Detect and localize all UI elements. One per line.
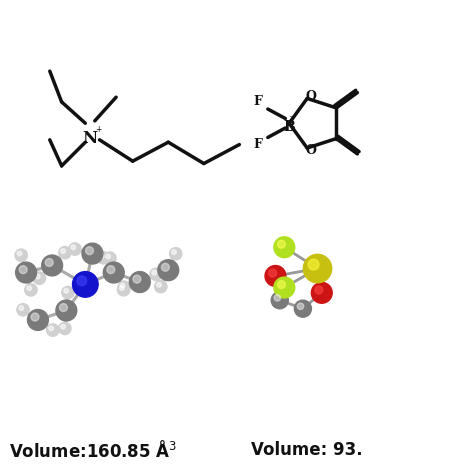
Circle shape [31,313,39,321]
Circle shape [107,265,115,273]
Circle shape [150,268,162,281]
Circle shape [19,306,24,310]
Circle shape [274,277,295,298]
Circle shape [297,303,304,310]
Circle shape [100,254,104,258]
Circle shape [27,286,32,291]
Circle shape [265,265,286,286]
Circle shape [274,295,281,301]
Text: O: O [305,144,316,157]
Text: Volume:160.85 Å$^3$: Volume:160.85 Å$^3$ [9,440,178,461]
Circle shape [61,249,65,253]
Circle shape [271,292,288,309]
Circle shape [106,254,110,259]
Circle shape [120,283,125,288]
Text: O: O [305,90,316,102]
Circle shape [56,300,77,321]
Circle shape [77,276,87,286]
Text: N: N [82,130,98,147]
Circle shape [69,243,81,255]
Circle shape [59,303,67,311]
Text: B: B [283,120,295,134]
Circle shape [62,286,74,299]
Circle shape [42,255,63,276]
Circle shape [152,270,157,275]
Text: Volume: 93.: Volume: 93. [251,441,363,459]
Circle shape [49,326,54,331]
Circle shape [46,324,59,336]
Circle shape [133,275,141,283]
Text: F: F [253,138,262,151]
Circle shape [16,262,36,283]
Text: F: F [253,95,262,109]
Circle shape [33,272,46,284]
Circle shape [161,263,169,271]
Circle shape [274,237,295,258]
Circle shape [118,281,130,293]
Circle shape [64,289,69,293]
Circle shape [269,269,276,277]
Circle shape [17,251,22,256]
Circle shape [25,284,37,296]
Circle shape [59,246,71,259]
Circle shape [315,286,323,294]
Circle shape [104,252,116,264]
Circle shape [97,252,109,264]
Circle shape [17,304,29,316]
Circle shape [15,249,27,261]
Circle shape [157,283,162,287]
Circle shape [82,243,103,264]
Circle shape [59,322,71,335]
Circle shape [85,246,93,255]
Circle shape [71,245,76,250]
Circle shape [277,281,285,289]
Circle shape [158,260,179,281]
Text: $^+$: $^+$ [94,125,103,136]
Circle shape [61,324,65,329]
Circle shape [19,265,27,273]
Circle shape [118,283,130,296]
Circle shape [170,247,182,260]
Circle shape [294,300,311,317]
Circle shape [155,281,167,293]
Circle shape [27,310,48,330]
Circle shape [73,272,98,297]
Text: $⁻$: $⁻$ [288,112,295,123]
Circle shape [308,259,319,270]
Circle shape [36,274,40,279]
Circle shape [45,258,53,266]
Circle shape [129,272,150,292]
Circle shape [103,262,124,283]
Circle shape [119,286,124,291]
Circle shape [311,283,332,303]
Circle shape [277,240,285,248]
Circle shape [303,255,332,283]
Circle shape [172,250,176,255]
